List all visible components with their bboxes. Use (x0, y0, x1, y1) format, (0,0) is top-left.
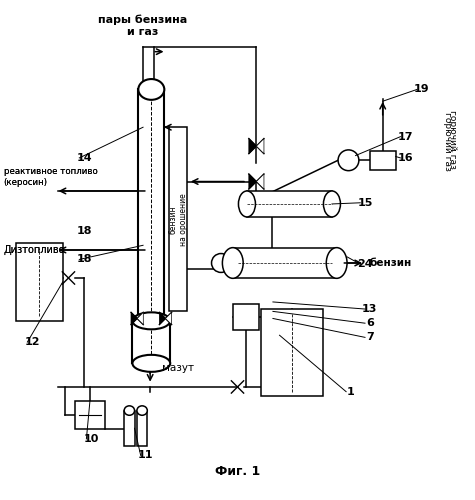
Ellipse shape (133, 355, 170, 372)
Text: 13: 13 (362, 304, 378, 314)
Text: Дизтопливо: Дизтопливо (4, 245, 65, 255)
Text: бензин: бензин (370, 258, 412, 268)
Bar (138, 318, 164, 323)
Text: бензин
на орошение: бензин на орошение (168, 193, 188, 246)
Bar (261, 309, 323, 396)
Polygon shape (159, 312, 165, 324)
Text: 10: 10 (84, 434, 99, 444)
Text: 7: 7 (366, 332, 374, 342)
Bar (233, 248, 337, 278)
Text: 19: 19 (414, 84, 429, 94)
Ellipse shape (338, 150, 359, 171)
Bar (137, 410, 147, 446)
Text: реактивное топливо
(керосин): реактивное топливо (керосин) (4, 167, 97, 186)
Text: 1: 1 (347, 386, 355, 396)
Text: пары бензина
и газ: пары бензина и газ (98, 14, 188, 36)
Ellipse shape (211, 254, 230, 272)
Text: горючий газ: горючий газ (448, 110, 457, 168)
Text: Дизтопливо: Дизтопливо (4, 245, 65, 255)
Polygon shape (131, 312, 137, 324)
Ellipse shape (222, 248, 243, 278)
Bar (16, 243, 63, 321)
Text: реактивное топливо
(керосин): реактивное топливо (керосин) (4, 167, 97, 186)
Bar (233, 304, 259, 330)
Text: 12: 12 (24, 337, 40, 347)
Bar (75, 401, 105, 430)
Polygon shape (137, 312, 143, 324)
Text: 6: 6 (366, 318, 374, 328)
Text: Фиг. 1: Фиг. 1 (215, 466, 260, 478)
Bar (370, 151, 396, 170)
Ellipse shape (124, 406, 134, 415)
Text: мазут: мазут (162, 363, 194, 373)
Ellipse shape (323, 191, 341, 217)
Polygon shape (165, 312, 171, 324)
Text: 18: 18 (76, 226, 92, 236)
Polygon shape (249, 138, 256, 154)
Text: горючий газ: горючий газ (443, 112, 452, 171)
Ellipse shape (238, 191, 256, 217)
Bar (133, 321, 170, 364)
Text: 18: 18 (76, 254, 92, 264)
Polygon shape (249, 174, 256, 189)
Bar (124, 410, 134, 446)
Ellipse shape (137, 406, 147, 415)
Ellipse shape (133, 312, 170, 330)
Text: 17: 17 (398, 132, 413, 141)
Text: 15: 15 (357, 198, 373, 208)
Bar (247, 191, 332, 217)
Text: 24: 24 (357, 259, 373, 269)
Bar (138, 90, 164, 321)
Text: 16: 16 (397, 153, 413, 163)
Text: 14: 14 (76, 153, 92, 163)
Polygon shape (256, 138, 264, 154)
Polygon shape (256, 174, 264, 189)
Bar (169, 127, 187, 312)
Text: 11: 11 (138, 450, 153, 460)
Ellipse shape (138, 79, 164, 100)
Ellipse shape (326, 248, 347, 278)
